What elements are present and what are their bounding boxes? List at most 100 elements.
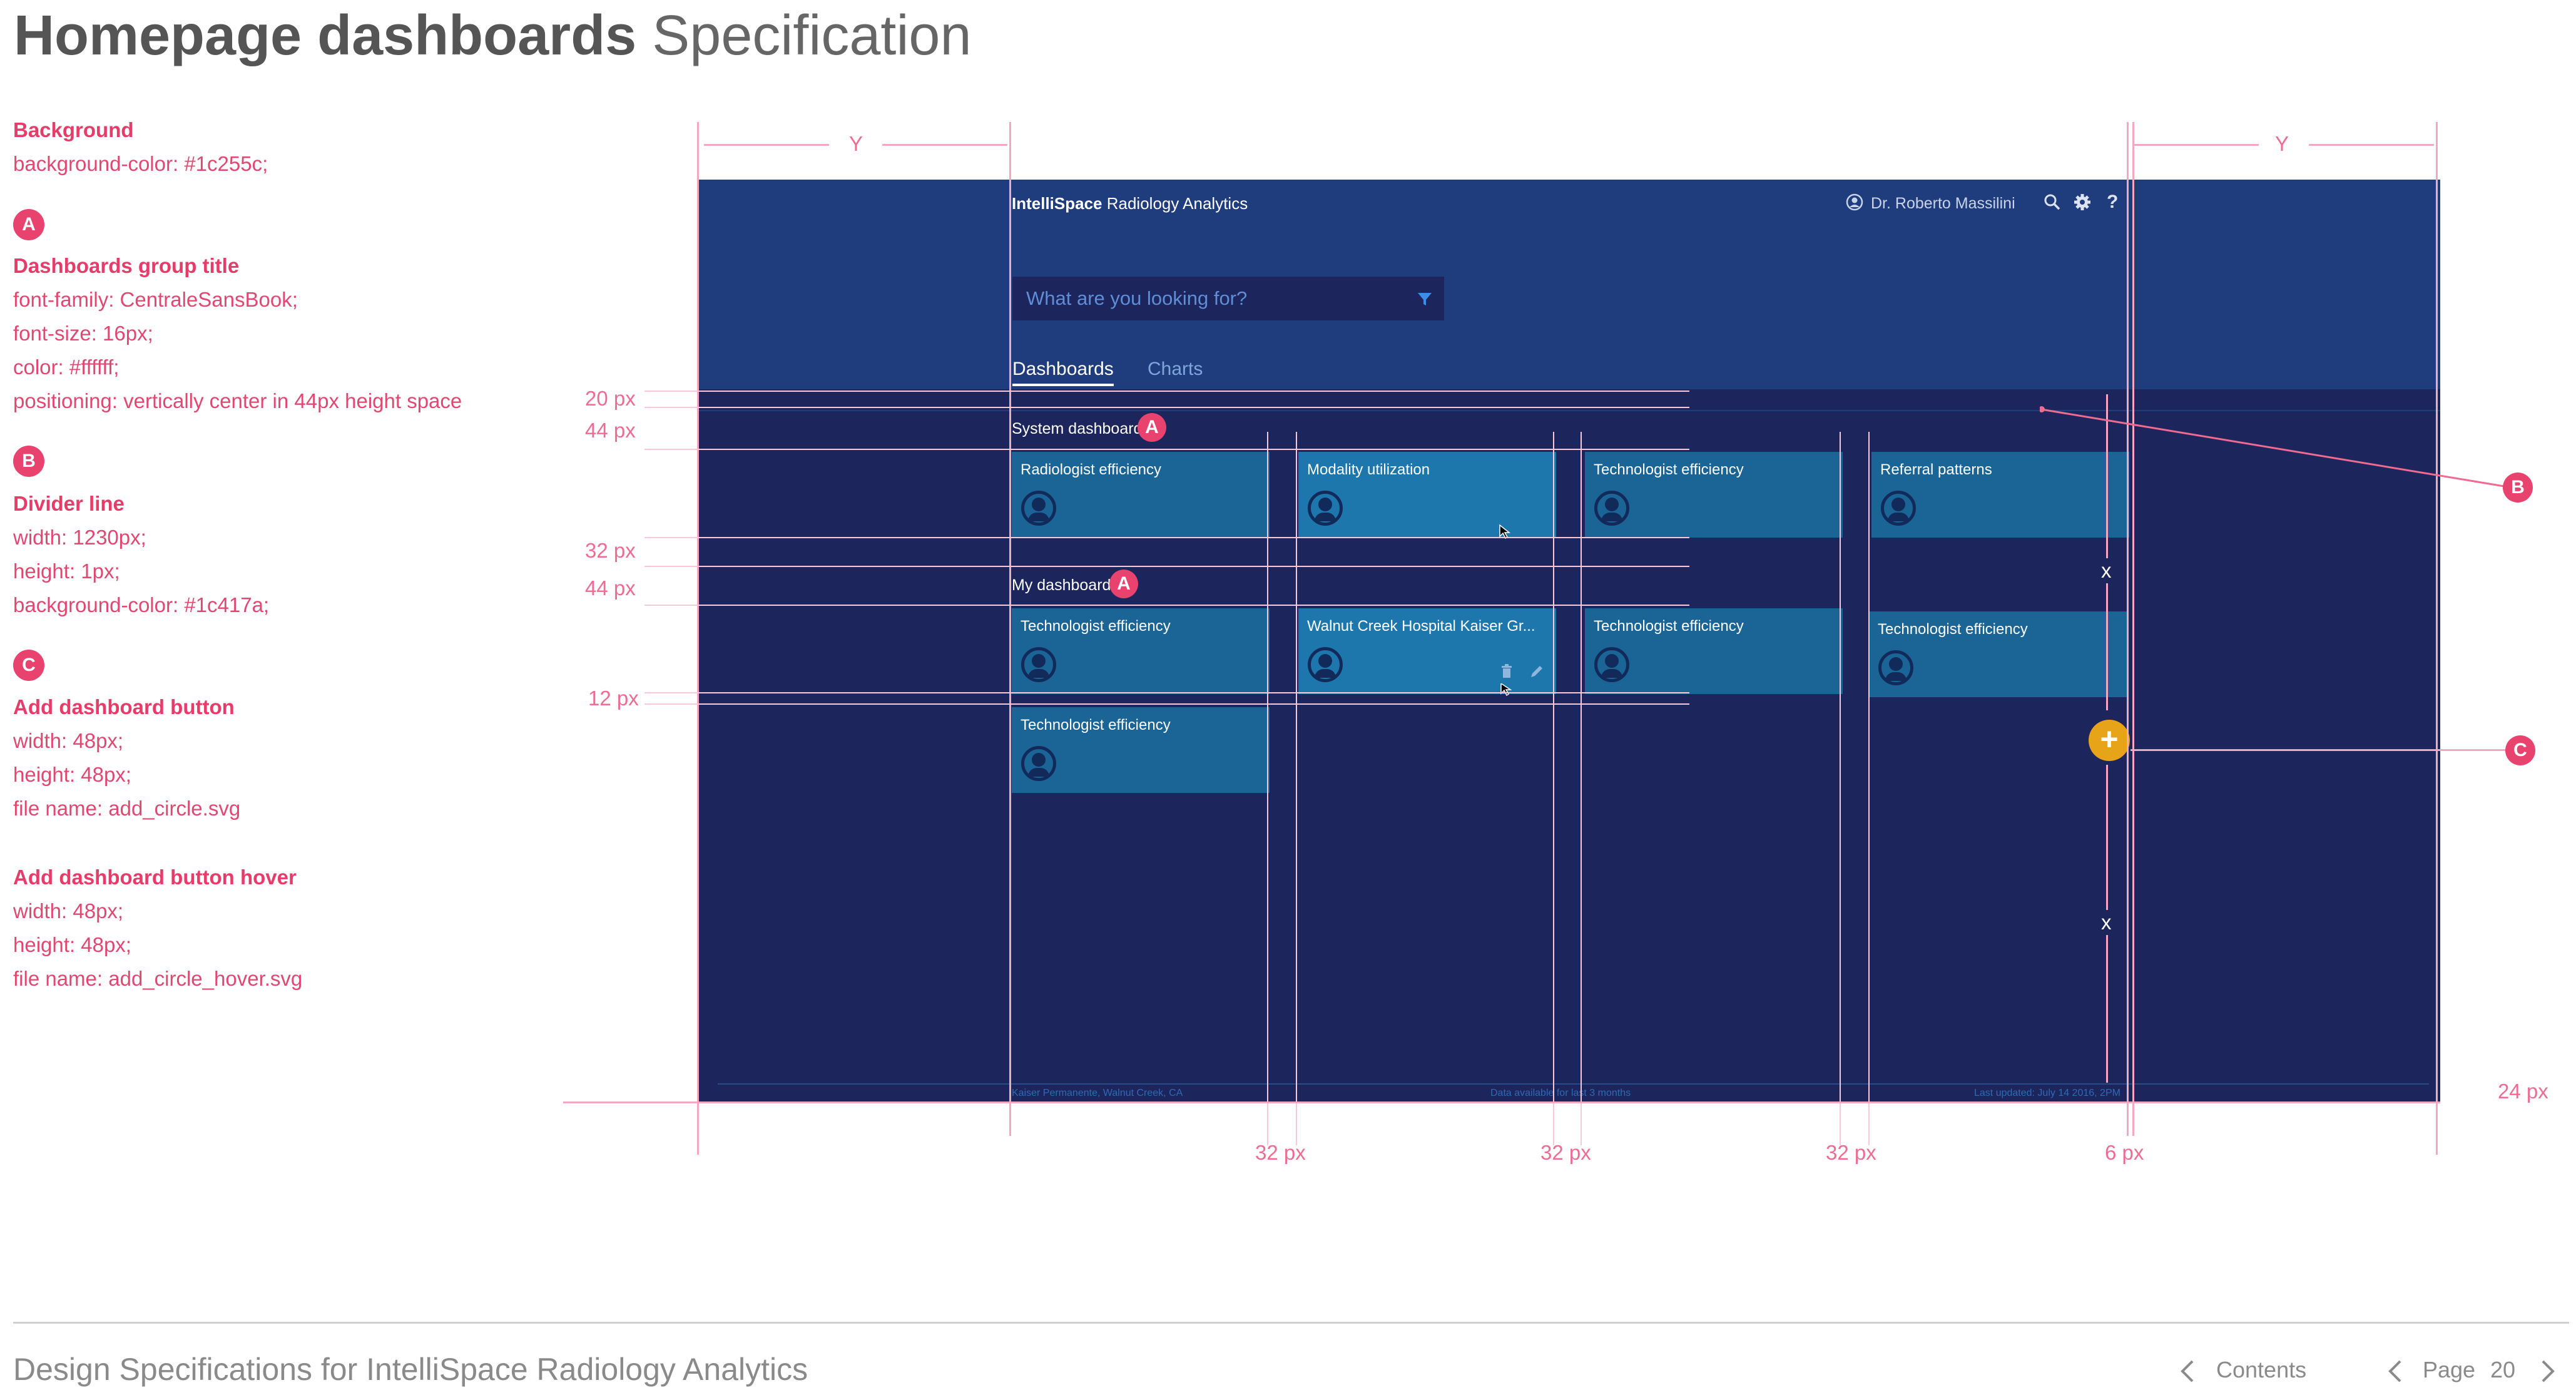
dashboard-tile[interactable]: Technologist efficiency [1585,452,1843,538]
measure-label-y: Y [849,132,863,155]
spec-a-heading: Dashboards group title [13,254,240,277]
guide-line [1553,432,1554,1145]
spec-a-line: font-size: 16px; [13,322,153,345]
avatar-icon [1594,491,1629,526]
pencil-icon[interactable] [1529,663,1545,680]
guide-line [644,407,1689,408]
guide-line [704,144,829,146]
chevron-left-icon[interactable] [2180,1360,2195,1382]
tab-charts[interactable]: Charts [1148,359,1203,379]
chevron-left-icon[interactable] [2388,1360,2403,1382]
callout-line-c [2131,749,2506,751]
measure-label: 6 px [2105,1141,2144,1164]
guide-line [697,122,699,1155]
spec-c-line: file name: add_circle.svg [13,797,241,820]
measure-label-y: Y [2275,132,2289,155]
avatar-icon [1594,647,1629,682]
footer-location: Kaiser Permanente, Walnut Creek, CA [1012,1088,1183,1098]
page-title: Homepage dashboards Specification [14,4,972,67]
guide-line [563,1101,2440,1103]
measure-label: 32 px [1255,1141,1306,1164]
trash-icon[interactable] [1500,663,1514,680]
measure-label: 32 px [1540,1141,1591,1164]
spec-b-line: background-color: #1c417a; [13,593,270,616]
gear-icon[interactable] [2073,193,2092,212]
marker-c: C [2505,735,2535,765]
dashboard-tile[interactable]: Walnut Creek Hospital Kaiser Gr... [1298,608,1556,697]
user-icon[interactable] [1845,193,1864,212]
guide-line [1840,432,1841,1145]
avatar-icon [1881,491,1916,526]
dashboard-tile[interactable]: Technologist efficiency [1012,608,1270,694]
guide-line [2132,122,2134,1136]
measure-label: 44 px [585,419,636,442]
spec-b-line: height: 1px; [13,560,120,583]
spec-c-line: width: 48px; [13,729,124,752]
spec-c-hover-line: width: 48px; [13,899,124,922]
dashboard-tile[interactable]: Technologist efficiency [1869,611,2127,697]
dashboard-tile[interactable]: Technologist efficiency [1585,608,1843,694]
footer-divider [13,1322,2569,1324]
measure-label: 44 px [585,576,636,600]
guide-line [2134,144,2259,146]
avatar-icon [1021,746,1056,781]
guide-line [1296,432,1297,1145]
search-icon[interactable] [2043,193,2062,212]
guide-line [644,703,1689,705]
filter-icon[interactable] [1417,277,1435,320]
avatar-icon [1021,647,1056,682]
dashboard-tile[interactable]: Referral patterns [1871,452,2129,538]
callout-line-b [2040,406,2516,489]
guide-line [644,391,1689,392]
marker-a: A [1109,570,1138,598]
guide-line [2309,144,2434,146]
guide-line [644,566,1689,567]
measure-label: 24 px [2498,1080,2548,1103]
spec-b-heading: Divider line [13,492,125,515]
spec-c-heading: Add dashboard button [13,695,235,718]
spec-background-heading: Background [13,118,134,141]
marker-b: B [13,446,44,477]
group-title-my: My dashboard [1012,576,1111,594]
dashboard-tile[interactable]: Technologist efficiency [1012,707,1270,793]
marker-a: A [13,209,44,240]
spec-c-line: height: 48px; [13,763,131,786]
guide-line [644,449,1689,450]
user-name[interactable]: Dr. Roberto Massilini [1871,195,2015,212]
footer-title: Design Specifications for IntelliSpace R… [13,1352,808,1387]
spec-a-line: font-family: CentraleSansBook; [13,288,298,311]
measure-label: 20 px [585,387,636,410]
app-header [699,180,2440,389]
help-icon[interactable]: ? [2107,192,2119,212]
measure-label: 32 px [1826,1141,1876,1164]
app-brand[interactable]: IntelliSpace Radiology Analytics [1012,194,1248,213]
measure-label: 32 px [585,539,636,562]
spec-c-hover-line: file name: add_circle_hover.svg [13,967,303,990]
search-input[interactable]: What are you looking for? [1012,277,1444,320]
group-title-system: System dashboard [1012,420,1143,437]
dashboard-tile[interactable]: Radiologist efficiency [1012,452,1270,538]
spec-a-line: positioning: vertically center in 44px h… [13,389,462,412]
guide-line [1267,432,1268,1145]
guide-line [1581,432,1582,1145]
guide-line [644,692,1689,693]
tab-dashboards[interactable]: Dashboards [1012,355,1114,386]
guide-line [2436,122,2438,1155]
page-label: Page [2423,1357,2476,1382]
avatar-icon [1021,491,1056,526]
guide-line [2127,122,2129,1136]
cursor-icon [1500,682,1514,697]
chevron-right-icon[interactable] [2540,1360,2555,1382]
dashboard-tile[interactable]: Modality utilization [1298,452,1556,539]
contents-link[interactable]: Contents [2216,1357,2307,1382]
page-number: 20 [2490,1357,2516,1382]
avatar-icon [1308,491,1343,526]
guide-line [644,605,1689,606]
app-mockup: IntelliSpace Radiology Analytics Dr. Rob… [699,180,2440,1101]
add-dashboard-button[interactable]: + [2089,720,2130,761]
spec-c-hover-heading: Add dashboard button hover [13,866,297,889]
spec-c-hover-line: height: 48px; [13,933,131,956]
marker-b: B [2503,473,2533,503]
measure-label: 12 px [588,687,639,710]
footer-last-updated: Last updated: July 14 2016, 2PM [1974,1088,2120,1098]
